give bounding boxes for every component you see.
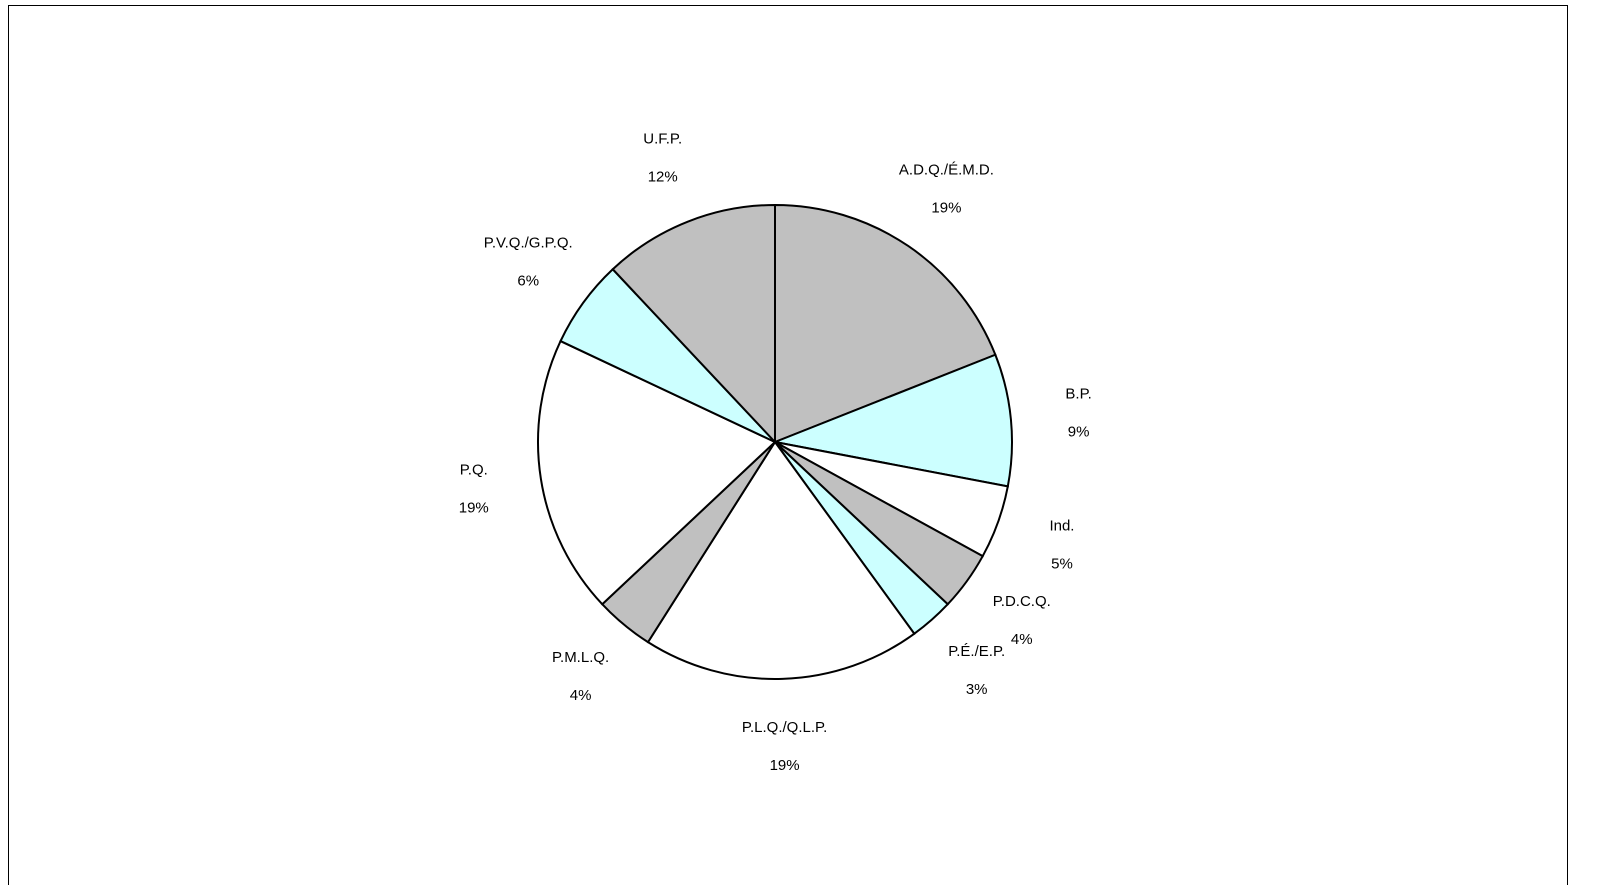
slice-value-label: 9% bbox=[1068, 423, 1090, 440]
slice-label: B.P. bbox=[1065, 385, 1091, 402]
slice-value-label: 4% bbox=[1011, 631, 1033, 648]
slice-label: P.D.C.Q. bbox=[993, 593, 1051, 610]
slice-value-label: 19% bbox=[931, 200, 961, 217]
slice-label: U.F.P. bbox=[643, 130, 682, 147]
slice-value-label: 5% bbox=[1051, 555, 1073, 572]
slice-value-label: 3% bbox=[966, 681, 988, 698]
slice-label: A.D.Q./É.M.D. bbox=[899, 162, 994, 179]
slice-label: Ind. bbox=[1049, 517, 1074, 534]
slice-label: P.M.L.Q. bbox=[552, 649, 609, 666]
slice-value-label: 19% bbox=[770, 757, 800, 774]
slice-value-label: 12% bbox=[648, 168, 678, 185]
slice-label: P.Q. bbox=[460, 462, 488, 479]
slice-value-label: 6% bbox=[517, 273, 539, 290]
slice-label: P.V.Q./G.P.Q. bbox=[484, 235, 573, 252]
slice-label: P.É./E.P. bbox=[948, 643, 1005, 660]
pie-slice bbox=[646, 440, 916, 680]
pie-slice bbox=[774, 203, 997, 444]
pie-slice bbox=[611, 203, 776, 445]
pie-slice bbox=[771, 353, 1013, 488]
slice-value-label: 4% bbox=[570, 687, 592, 704]
slice-value-label: 19% bbox=[459, 500, 489, 517]
pie-slice bbox=[537, 339, 777, 606]
slice-label: P.L.Q./Q.L.P. bbox=[742, 719, 827, 736]
